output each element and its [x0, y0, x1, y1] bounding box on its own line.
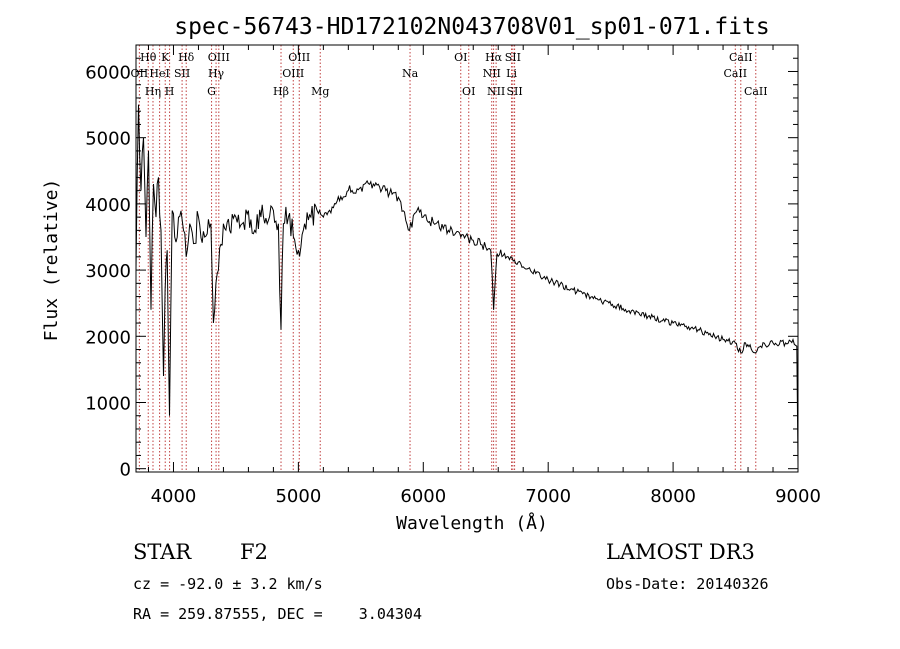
spectral-line-label: CaII [744, 85, 768, 98]
spectrum-line [135, 104, 799, 466]
spectral-line-label: CaII [729, 51, 753, 64]
chart-title: spec-56743-HD172102N043708V01_sp01-071.f… [174, 14, 769, 40]
spectral-line-label: Na [402, 67, 419, 80]
x-tick-label: 9000 [775, 486, 821, 507]
spectral-line-label: OI [454, 51, 467, 64]
plot-frame [135, 44, 799, 473]
spectral-line-label: SII [506, 85, 522, 98]
x-tick-label: 6000 [400, 486, 446, 507]
spectral-line-label: HeI [149, 67, 169, 80]
spectral-line-label: Hγ [208, 67, 225, 80]
spectral-line-label: H [165, 85, 175, 98]
spectral-line-label: OIII [208, 51, 230, 64]
spectral-line-label: CaII [723, 67, 747, 80]
y-axis: 0 1000 2000 3000 4000 5000 6000 [85, 57, 798, 481]
spectral-line-label: Hβ [273, 85, 289, 98]
spectral-line-label: Hθ [140, 51, 157, 64]
obs-date-text: Obs-Date: 20140326 [606, 575, 769, 593]
coordinates-text: RA = 259.87555, DEC = 3.04304 [133, 605, 422, 623]
x-tick-label: 4000 [151, 486, 197, 507]
x-tick-label: 7000 [525, 486, 571, 507]
spectral-line-markers [138, 45, 757, 472]
y-tick-label: 3000 [85, 261, 131, 282]
spectral-line-label: OI [462, 85, 475, 98]
y-tick-label: 4000 [85, 195, 131, 216]
x-axis: 4000 5000 6000 7000 8000 9000 [147, 45, 821, 507]
x-tick-label: 5000 [275, 486, 321, 507]
spectral-line-label: SII [505, 51, 521, 64]
x-axis-label: Wavelength (Å) [396, 512, 548, 534]
spectral-line-label: OIII [288, 51, 310, 64]
spectral-line-label: Hδ [178, 51, 195, 64]
object-class: STAR [133, 540, 192, 564]
y-axis-label: Flux (relative) [41, 179, 62, 342]
x-tick-label: 8000 [650, 486, 696, 507]
spectral-line-label: NII [487, 85, 505, 98]
spectral-line-label: OII [131, 67, 149, 80]
y-tick-label: 6000 [85, 62, 131, 83]
y-tick-label: 2000 [85, 327, 131, 348]
spectral-line-label: SII [174, 67, 190, 80]
spectral-line-label: Li [506, 67, 517, 80]
y-tick-label: 0 [120, 460, 131, 481]
spectral-line-label: OIII [282, 67, 304, 80]
spectral-line-labels: OII Hθ Hη HeI K H SII Hδ G Hγ OIII Hβ OIII OIII Mg Na OI… [131, 51, 768, 98]
spectral-line-label: NII [483, 67, 501, 80]
spectral-line-label: Hη [145, 85, 161, 98]
survey-name: LAMOST DR3 [606, 540, 755, 564]
spectral-line-label: K [161, 51, 170, 64]
spectral-line-label: G [207, 85, 216, 98]
y-tick-label: 1000 [85, 393, 131, 414]
object-subclass: F2 [240, 540, 268, 564]
y-tick-label: 5000 [85, 129, 131, 150]
redshift-text: cz = -92.0 ± 3.2 km/s [133, 575, 323, 593]
spectral-line-label: Mg [311, 85, 329, 98]
spectral-line-label: Hα [485, 51, 503, 64]
